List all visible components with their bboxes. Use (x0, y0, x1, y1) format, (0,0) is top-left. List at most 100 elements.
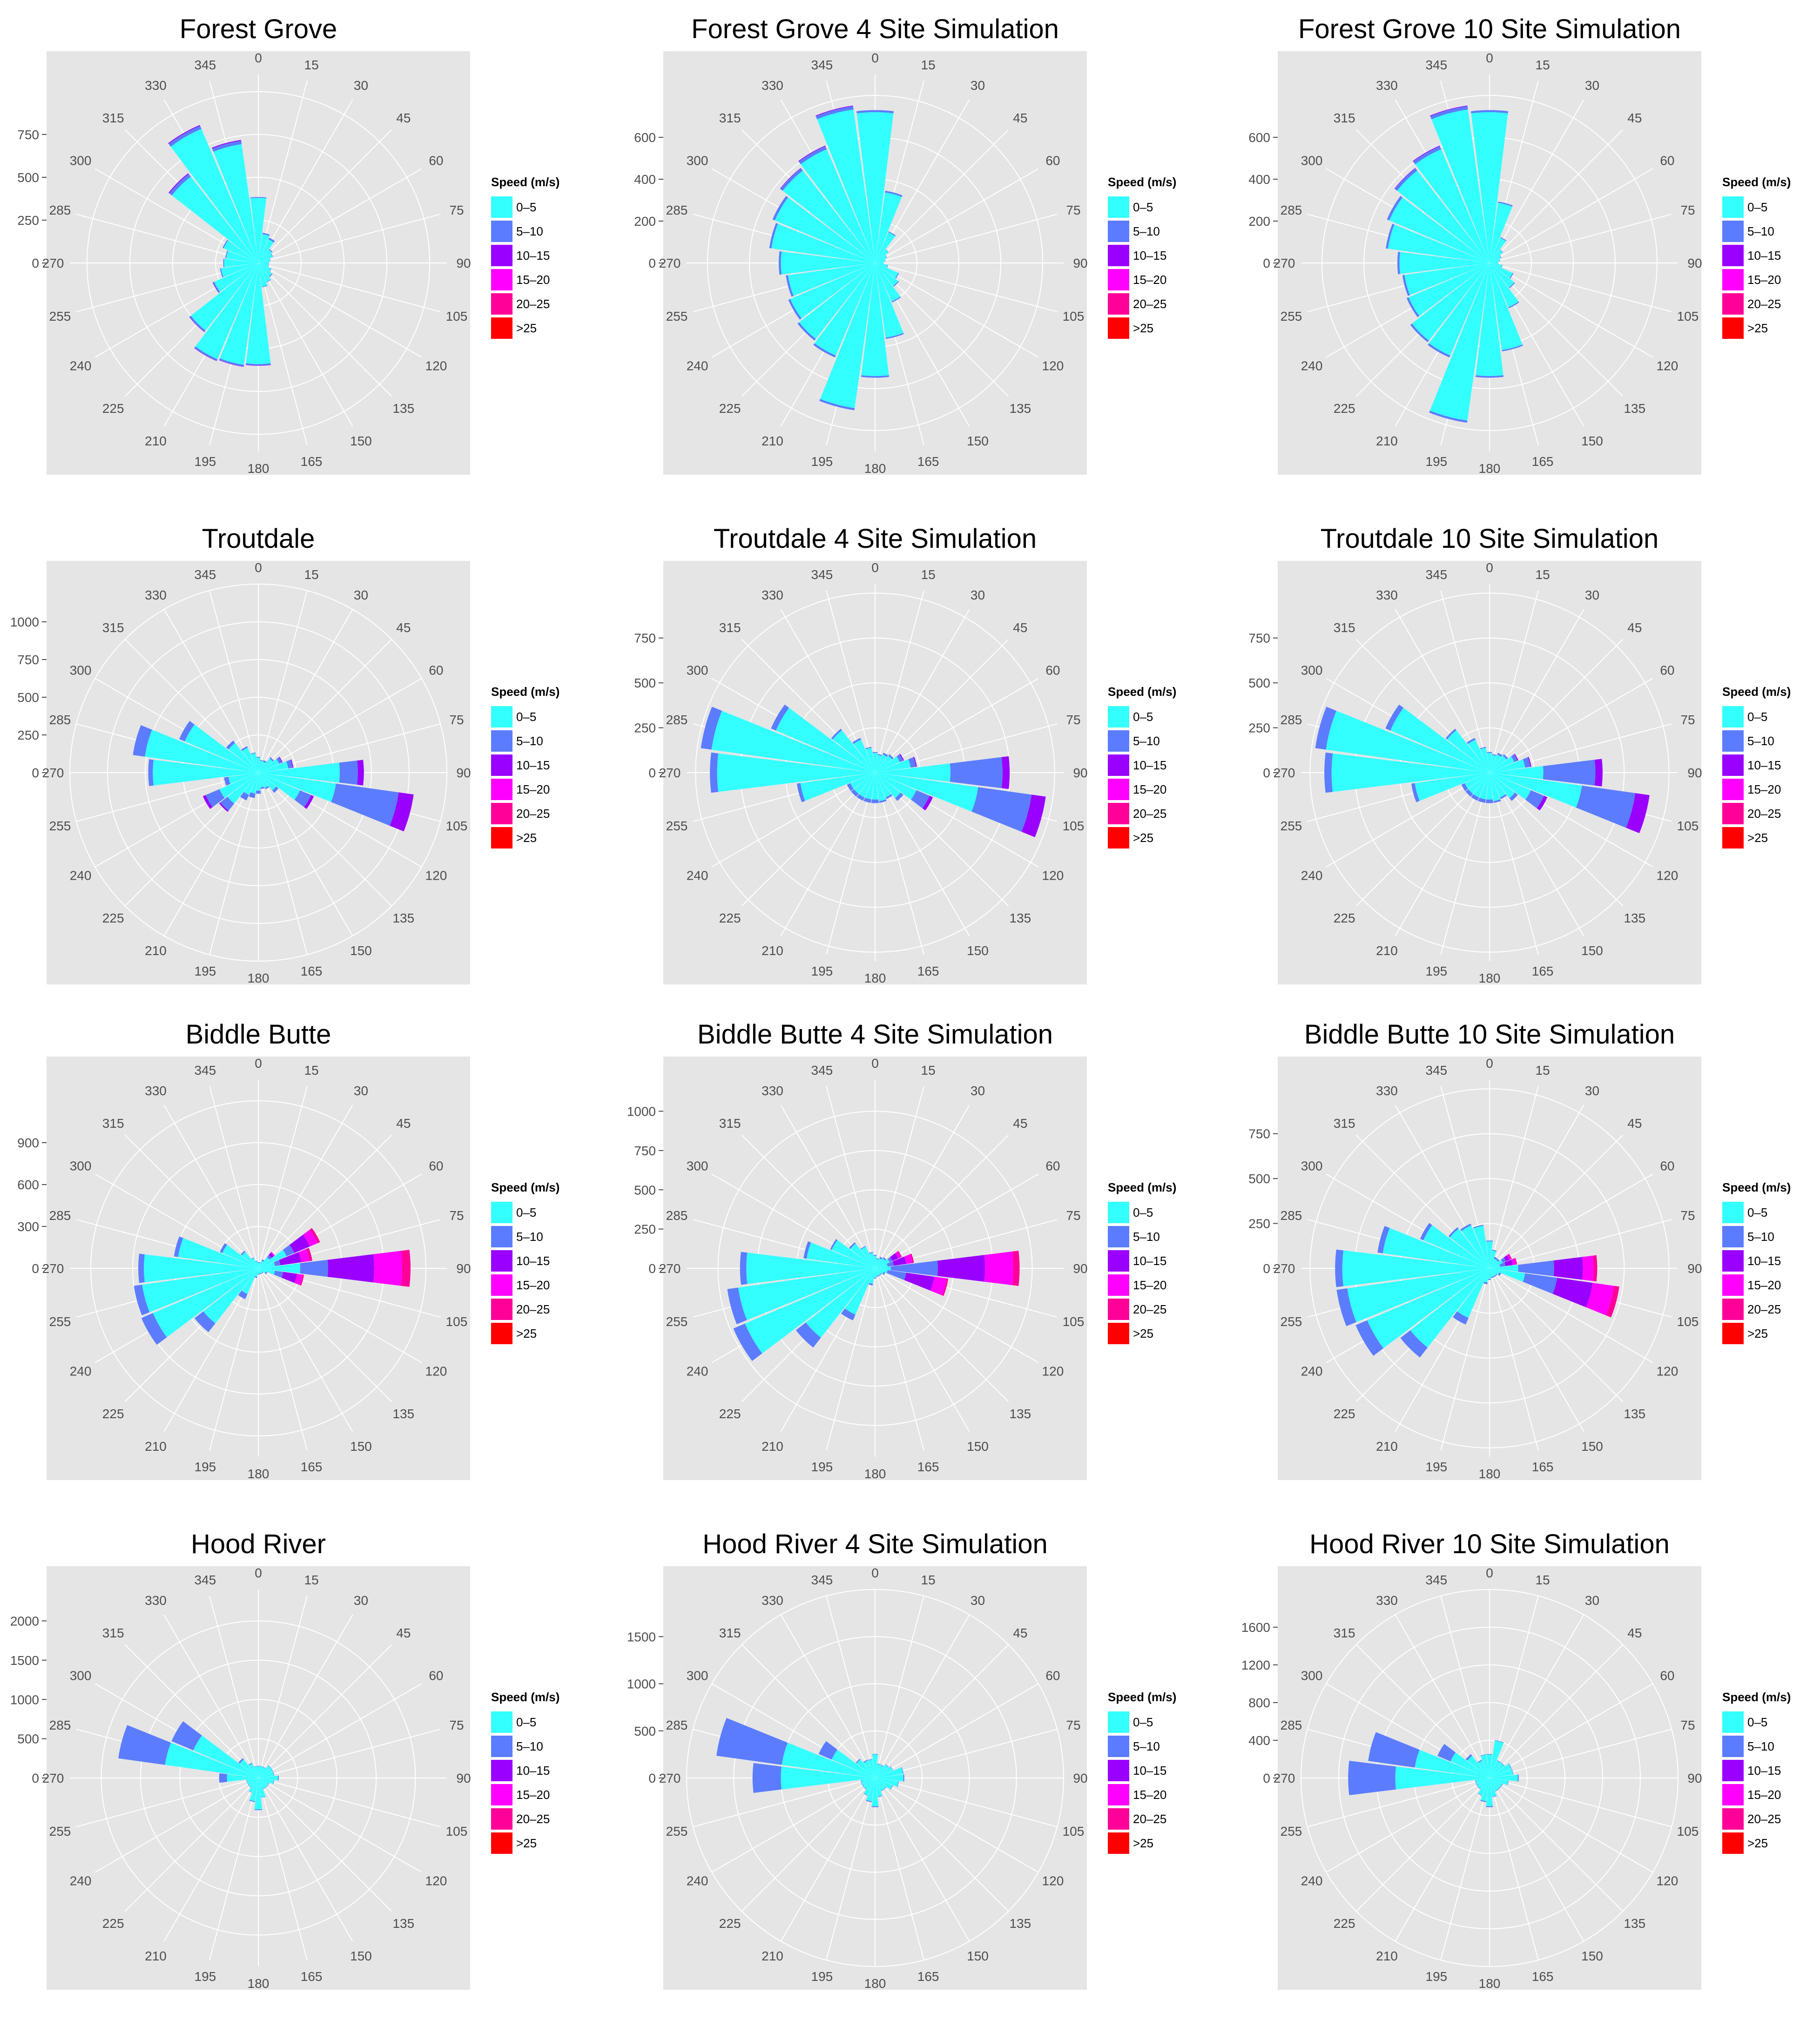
legend-label: 15–20 (1747, 1788, 1781, 1802)
rose-bar (1509, 282, 1515, 289)
direction-label: 165 (301, 454, 323, 469)
rose-bar (246, 364, 271, 366)
angular-gridline (258, 263, 353, 427)
wind-rose-svg: Hood River 0 15 30 45 60 75 90 105 120 135 150 165 18… (10, 1529, 560, 1991)
legend-label: 5–10 (1747, 224, 1774, 238)
rose-bar (258, 258, 270, 263)
rose-bar (740, 1252, 748, 1285)
angular-gridline (258, 1683, 422, 1778)
rose-bar (1335, 1249, 1344, 1287)
y-tick-label: 500 (17, 1732, 39, 1746)
legend-label: 10–15 (1133, 249, 1166, 263)
wind-rose-svg: Hood River 4 Site Simulation 0 15 30 45 60 75 9… (627, 1529, 1177, 1991)
angular-gridline (258, 129, 392, 263)
rose-bar (1483, 1281, 1488, 1285)
direction-label: 330 (145, 588, 167, 602)
rose-bar (831, 728, 842, 740)
direction-label: 315 (102, 1626, 124, 1640)
rose-bar (1502, 344, 1523, 351)
y-tick-label: 500 (1248, 1172, 1270, 1186)
direction-label: 195 (1426, 1460, 1448, 1474)
direction-label: 225 (719, 1916, 741, 1931)
legend-label: 5–10 (1133, 1739, 1160, 1753)
wind-rose-svg: Forest Grove 0 15 30 45 60 75 90 105 120 135 150 165… (17, 14, 559, 476)
rose-bar (820, 263, 875, 408)
rose-bar (1490, 255, 1501, 263)
rose-bar (875, 263, 898, 286)
angular-gridline (1489, 1729, 1672, 1778)
chart-title: Troutdale 4 Site Simulation (714, 524, 1037, 554)
legend-swatch (1108, 221, 1129, 242)
rose-bar (1386, 223, 1395, 249)
y-tick-label: 500 (17, 690, 39, 705)
direction-label: 15 (1536, 58, 1550, 72)
angular-gridline (1489, 1104, 1584, 1269)
legend-label: 0–5 (516, 200, 536, 214)
legend-label: 10–15 (1133, 1254, 1166, 1268)
rose-bar (258, 263, 271, 271)
angular-gridline (163, 1778, 259, 1942)
rose-bar (258, 1772, 274, 1778)
direction-label: 60 (1660, 663, 1674, 678)
rose-bar (878, 1274, 881, 1277)
rose-bar (390, 792, 414, 832)
rose-bar (861, 1778, 875, 1784)
direction-label: 45 (1627, 111, 1642, 125)
angular-gridline (826, 590, 876, 773)
rose-bar (1586, 1283, 1614, 1316)
rose-bar (872, 753, 878, 773)
angular-gridline (1489, 1778, 1672, 1827)
direction-label: 225 (1334, 1407, 1355, 1421)
rose-bar (254, 1766, 258, 1778)
rose-bar (298, 1249, 310, 1263)
rose-bar (1490, 1276, 1493, 1279)
direction-label: 330 (1376, 1593, 1398, 1608)
angular-gridline (875, 1778, 1009, 1912)
rose-bar (1490, 1778, 1497, 1797)
rose-bar (1480, 1754, 1486, 1757)
rose-bar (1465, 1754, 1472, 1761)
rose-bar (1500, 237, 1507, 242)
angular-gridline (1489, 263, 1672, 312)
direction-label: 15 (304, 58, 319, 72)
rose-bar (213, 144, 258, 263)
rose-bar (971, 787, 1032, 832)
legend-label: 0–5 (516, 1205, 536, 1219)
rose-bar (255, 1260, 257, 1262)
legend-label: 0–5 (1747, 200, 1767, 214)
legend-label: 5–10 (1133, 224, 1160, 238)
rose-bar (265, 1272, 268, 1274)
rose-bar (873, 1256, 877, 1268)
direction-label: 90 (456, 256, 471, 270)
rose-bar (911, 790, 930, 808)
rose-bar (258, 761, 266, 773)
wind-rose-svg: Forest Grove 4 Site Simulation 0 15 30 45 60 7… (634, 14, 1176, 476)
rose-bar (258, 263, 268, 287)
rose-bar (339, 760, 358, 785)
direction-label: 60 (1660, 154, 1674, 168)
rose-bar (258, 1775, 278, 1781)
rose-bar (294, 1273, 303, 1285)
rose-bar (1476, 263, 1503, 376)
direction-label: 180 (864, 1467, 886, 1481)
direction-label: 15 (304, 567, 319, 582)
rose-bar (1428, 343, 1450, 357)
angular-gridline (1489, 772, 1584, 936)
direction-label: 195 (811, 1460, 833, 1474)
rose-bar (880, 1764, 884, 1767)
rose-bar (258, 1778, 266, 1798)
legend-swatch (1722, 1711, 1744, 1733)
direction-label: 165 (301, 1969, 323, 1984)
direction-label: 90 (1687, 256, 1702, 270)
rose-bar (1475, 375, 1504, 378)
rose-bar (874, 1278, 876, 1279)
direction-label: 45 (1627, 620, 1642, 635)
rose-bar (226, 741, 236, 750)
angular-gridline (258, 1268, 392, 1402)
legend-swatch (491, 221, 512, 242)
rose-bar (219, 1773, 228, 1783)
rose-bar (1430, 105, 1468, 116)
rose-bar (1509, 792, 1518, 801)
rose-bar (1490, 1778, 1503, 1787)
rose-bar (1385, 704, 1404, 731)
